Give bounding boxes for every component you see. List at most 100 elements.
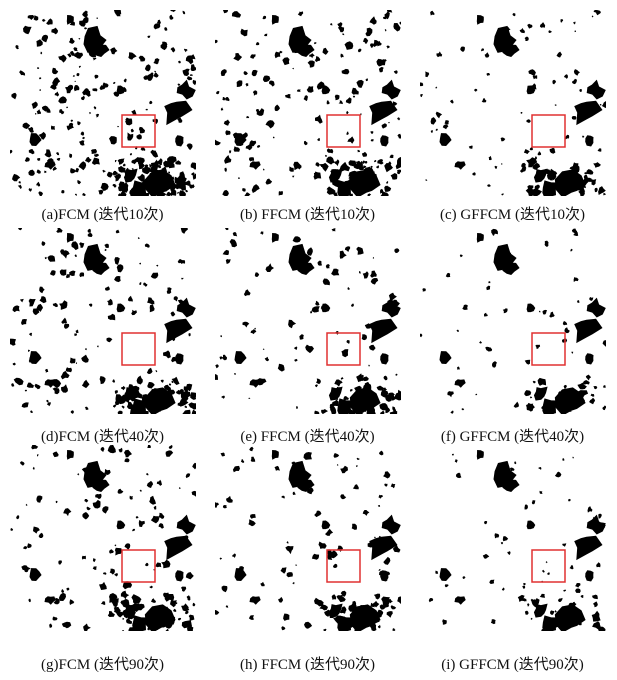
blob bbox=[429, 598, 433, 602]
blob bbox=[264, 34, 267, 37]
blob bbox=[139, 127, 145, 133]
blob bbox=[263, 76, 270, 83]
blob bbox=[342, 69, 350, 74]
blob bbox=[11, 93, 16, 100]
blob bbox=[88, 233, 93, 237]
blob bbox=[125, 543, 131, 550]
blob bbox=[542, 180, 559, 196]
blob bbox=[322, 521, 331, 530]
blob bbox=[66, 367, 72, 372]
blob bbox=[82, 193, 86, 196]
blob bbox=[27, 543, 32, 548]
blob bbox=[77, 180, 81, 184]
blob bbox=[46, 18, 53, 25]
blob bbox=[89, 112, 91, 114]
blob bbox=[502, 480, 519, 492]
blob bbox=[521, 112, 523, 114]
blob bbox=[183, 69, 190, 77]
blob bbox=[53, 388, 60, 395]
blob bbox=[450, 411, 453, 414]
panel-image bbox=[420, 10, 606, 196]
blob bbox=[463, 576, 466, 579]
blob bbox=[222, 97, 226, 101]
blob bbox=[245, 83, 248, 86]
blob bbox=[244, 192, 250, 196]
blob bbox=[23, 26, 32, 35]
blob bbox=[76, 362, 77, 364]
blob bbox=[323, 629, 326, 631]
blob bbox=[10, 150, 12, 154]
blob bbox=[33, 467, 35, 470]
blob bbox=[29, 149, 35, 154]
blob bbox=[75, 194, 77, 196]
blob bbox=[138, 237, 140, 239]
blob bbox=[315, 301, 319, 306]
blob bbox=[91, 149, 97, 154]
blob bbox=[527, 304, 536, 313]
blob bbox=[77, 121, 81, 125]
blob bbox=[323, 279, 330, 286]
blob bbox=[315, 384, 318, 387]
blob bbox=[248, 519, 255, 526]
blob bbox=[256, 42, 260, 45]
blob bbox=[119, 448, 123, 453]
blob bbox=[96, 114, 100, 118]
blob bbox=[28, 350, 30, 352]
blob bbox=[64, 323, 69, 328]
blob bbox=[164, 101, 192, 125]
panel-image bbox=[215, 445, 401, 631]
blob bbox=[192, 463, 196, 470]
figure: (a)FCM (迭代10次)(b) FFCM (迭代10次)(c) GFFCM … bbox=[0, 0, 617, 680]
blob bbox=[338, 26, 344, 33]
blob bbox=[128, 628, 134, 631]
blob bbox=[104, 244, 109, 248]
blob bbox=[12, 174, 20, 181]
blob bbox=[487, 73, 490, 76]
blob bbox=[57, 158, 61, 161]
blob bbox=[440, 133, 452, 146]
blob bbox=[186, 572, 194, 579]
blob bbox=[220, 558, 223, 560]
blob bbox=[167, 287, 172, 293]
blob bbox=[145, 64, 151, 71]
blob bbox=[527, 521, 536, 530]
blob bbox=[35, 113, 36, 115]
blob bbox=[571, 352, 573, 354]
blob bbox=[251, 329, 257, 334]
blob bbox=[591, 394, 595, 397]
blob bbox=[82, 137, 85, 140]
blob bbox=[447, 391, 453, 397]
blob bbox=[492, 232, 495, 236]
blob bbox=[73, 47, 78, 51]
blob bbox=[363, 38, 368, 43]
blob bbox=[29, 333, 32, 336]
blob bbox=[287, 541, 289, 543]
blob bbox=[397, 117, 400, 120]
blob bbox=[121, 591, 129, 600]
blob bbox=[187, 595, 190, 598]
blob bbox=[181, 587, 186, 592]
blob bbox=[179, 190, 186, 196]
blob bbox=[575, 588, 581, 593]
highlight-box bbox=[327, 333, 360, 365]
blob bbox=[452, 454, 454, 456]
blob bbox=[224, 155, 231, 164]
blob bbox=[77, 73, 80, 76]
blob bbox=[363, 271, 369, 278]
blob bbox=[74, 333, 77, 336]
blob bbox=[316, 162, 320, 167]
caption: (g)FCM (迭代90次) bbox=[0, 653, 205, 674]
blob bbox=[392, 628, 395, 631]
blob bbox=[110, 47, 117, 54]
blob bbox=[350, 389, 353, 392]
blob bbox=[109, 549, 114, 553]
blob bbox=[574, 319, 602, 343]
blob bbox=[527, 603, 530, 606]
blob bbox=[219, 356, 223, 359]
blob bbox=[118, 411, 123, 414]
blob bbox=[71, 241, 78, 250]
blob bbox=[237, 80, 243, 87]
blob bbox=[351, 304, 354, 307]
blob bbox=[315, 56, 320, 62]
blob bbox=[14, 378, 24, 386]
